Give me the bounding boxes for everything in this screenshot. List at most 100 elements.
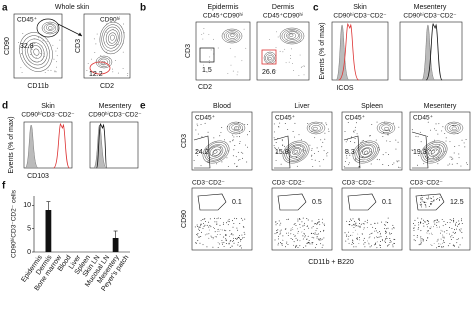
event-dot (384, 241, 386, 243)
event-dot (423, 225, 425, 227)
event-dot (208, 233, 210, 235)
event-dot (363, 227, 365, 229)
event-dot (368, 243, 370, 245)
event-dot (348, 162, 350, 164)
event-dot (300, 67, 302, 68)
contour (231, 124, 241, 131)
event-dot (229, 141, 231, 143)
event-dot (416, 235, 418, 236)
event-dot (389, 238, 391, 239)
event-dot (197, 154, 199, 156)
event-dot (418, 155, 420, 156)
event-dot (433, 221, 435, 223)
event-dot (127, 73, 129, 74)
event-dot (387, 244, 389, 246)
event-dot (363, 237, 365, 239)
event-dot (226, 157, 228, 159)
event-dot (197, 226, 199, 228)
event-dot (323, 223, 325, 225)
event-dot (219, 158, 221, 160)
event-dot (112, 28, 114, 30)
contour (284, 142, 308, 162)
event-dot (324, 225, 326, 226)
event-dot (311, 236, 313, 238)
gate-label: CD90ʰⁱ (100, 16, 120, 24)
panel-letter: c (313, 3, 319, 14)
contour (206, 230, 225, 242)
axis-label: CD90 (4, 37, 11, 55)
event-dot (427, 226, 429, 228)
contour (201, 226, 231, 246)
event-dot (316, 244, 318, 245)
event-dot (359, 225, 361, 227)
event-dot (455, 232, 456, 234)
panel-title: Dermis (272, 4, 295, 11)
event-dot (214, 221, 216, 223)
event-dot (210, 226, 212, 228)
event-dot (306, 218, 308, 219)
event-dot (18, 48, 20, 50)
event-dot (299, 218, 301, 220)
event-dot (229, 246, 231, 248)
event-dot (451, 156, 453, 158)
event-dot (352, 242, 354, 244)
event-dot (450, 236, 452, 238)
event-dot (348, 223, 350, 225)
event-dot (274, 239, 276, 241)
event-dot (427, 195, 429, 197)
event-dot (224, 229, 226, 231)
event-dot (296, 160, 298, 162)
event-dot (232, 70, 234, 72)
contour (24, 38, 48, 66)
event-dot (380, 236, 382, 238)
event-dot (21, 71, 23, 73)
event-dot (308, 227, 310, 229)
event-dot (194, 226, 196, 228)
event-dot (247, 124, 248, 126)
event-dot (301, 65, 303, 67)
event-dot (451, 163, 453, 165)
event-dot (351, 243, 353, 245)
contour (425, 230, 443, 242)
event-dot (56, 61, 58, 63)
event-dot (374, 222, 376, 224)
event-dot (295, 247, 296, 249)
event-dot (445, 137, 447, 139)
event-dot (304, 222, 305, 224)
event-dot (286, 241, 288, 243)
event-dot (439, 232, 441, 234)
event-dot (203, 64, 204, 66)
event-dot (204, 221, 206, 222)
event-dot (203, 225, 205, 227)
contour (357, 230, 375, 242)
contour (352, 140, 380, 164)
event-dot (351, 225, 353, 227)
event-dot (288, 61, 290, 63)
event-dot (427, 149, 429, 151)
event-dot (314, 159, 316, 161)
event-dot (326, 153, 327, 155)
event-dot (429, 227, 431, 229)
gate-label: CD45⁺CD90ʰⁱ (263, 12, 303, 20)
event-dot (243, 28, 245, 30)
gate-label: CD45⁺ (195, 115, 216, 122)
event-dot (420, 243, 422, 245)
event-dot (281, 243, 283, 245)
event-dot (441, 218, 443, 220)
contour (289, 147, 302, 158)
event-dot (239, 132, 240, 134)
event-dot (434, 128, 436, 130)
event-dot (275, 159, 277, 161)
contour (281, 226, 311, 246)
contour (431, 233, 438, 238)
event-dot (311, 227, 313, 229)
contour (376, 121, 396, 135)
event-dot (307, 219, 309, 221)
event-dot (420, 230, 422, 232)
event-dot (370, 163, 372, 165)
event-dot (295, 237, 297, 239)
event-dot (282, 144, 284, 146)
event-dot (240, 151, 242, 153)
event-dot (56, 47, 58, 49)
event-dot (302, 217, 304, 219)
